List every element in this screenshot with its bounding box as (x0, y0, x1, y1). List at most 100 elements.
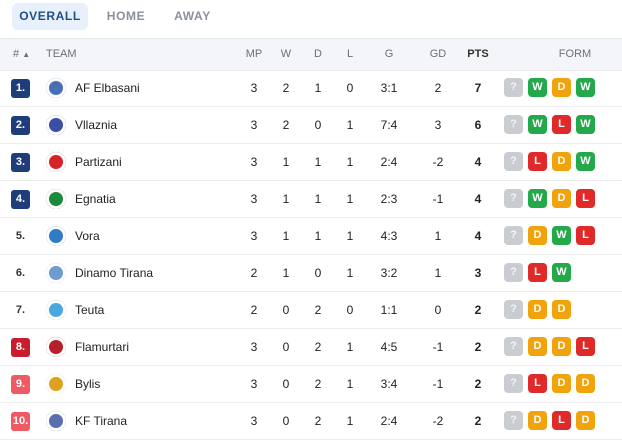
points: 2 (474, 414, 482, 428)
draws: 1 (314, 229, 322, 243)
next-match-icon[interactable]: ? (504, 263, 523, 282)
form-result[interactable]: L (576, 337, 595, 356)
form-result[interactable]: D (528, 300, 547, 319)
team-logo-icon (46, 152, 66, 172)
form-result[interactable]: D (552, 337, 571, 356)
goals: 3:1 (380, 81, 398, 95)
header-rank[interactable]: # ▲ (13, 39, 30, 70)
form-result[interactable]: D (528, 337, 547, 356)
form-result[interactable]: D (576, 374, 595, 393)
table-row[interactable]: 10. KF Tirana 3 0 2 1 2:4 -2 2? D L D (0, 403, 622, 440)
next-match-icon[interactable]: ? (504, 226, 523, 245)
draws: 2 (314, 340, 322, 354)
form-result[interactable]: L (528, 374, 547, 393)
table-row[interactable]: 3. Partizani 3 1 1 1 2:4 -2 4? L D W (0, 144, 622, 181)
form-result[interactable]: L (576, 189, 595, 208)
header-pts[interactable]: PTS (467, 48, 489, 60)
losses: 1 (346, 118, 354, 132)
tab-away[interactable]: AWAY (174, 9, 211, 23)
form-result[interactable]: D (552, 152, 571, 171)
form-result[interactable]: D (528, 411, 547, 430)
header-mp[interactable]: MP (245, 48, 263, 60)
team-logo-icon (46, 300, 66, 320)
next-match-icon[interactable]: ? (504, 374, 523, 393)
form-result[interactable]: D (552, 374, 571, 393)
table-row[interactable]: 2. Vllaznia 3 2 0 1 7:4 3 6? W L W (0, 107, 622, 144)
team-name[interactable]: Flamurtari (75, 340, 130, 354)
table-row[interactable]: 6. Dinamo Tirana 2 1 0 1 3:2 1 3? L W (0, 255, 622, 292)
form-result[interactable]: D (552, 300, 571, 319)
draws: 2 (314, 377, 322, 391)
tab-home[interactable]: HOME (106, 9, 146, 23)
header-l[interactable]: L (346, 48, 354, 60)
form-result[interactable]: L (552, 115, 571, 134)
team-name[interactable]: Vora (75, 229, 100, 243)
form-result[interactable]: W (576, 115, 595, 134)
team-name[interactable]: Bylis (75, 377, 101, 391)
next-match-icon[interactable]: ? (504, 189, 523, 208)
points: 4 (474, 192, 482, 206)
form-result[interactable]: L (576, 226, 595, 245)
team-name[interactable]: Dinamo Tirana (75, 266, 154, 280)
goals: 7:4 (380, 118, 398, 132)
next-match-icon[interactable]: ? (504, 115, 523, 134)
table-row[interactable]: 5. Vora 3 1 1 1 4:3 1 4? D W L (0, 218, 622, 255)
losses: 1 (346, 155, 354, 169)
next-match-icon[interactable]: ? (504, 78, 523, 97)
team-name[interactable]: Teuta (75, 303, 105, 317)
header-form: FORM (558, 48, 592, 60)
draws: 0 (314, 266, 322, 280)
form-result[interactable]: D (552, 189, 571, 208)
losses: 1 (346, 192, 354, 206)
points: 3 (474, 266, 482, 280)
next-match-icon[interactable]: ? (504, 411, 523, 430)
wins: 1 (282, 229, 290, 243)
form-result[interactable]: L (552, 411, 571, 430)
form-result[interactable]: W (552, 263, 571, 282)
header-g[interactable]: G (384, 48, 394, 60)
team-name[interactable]: Vllaznia (75, 118, 118, 132)
wins: 1 (282, 155, 290, 169)
header-team[interactable]: TEAM (46, 48, 77, 60)
form-result[interactable]: D (576, 411, 595, 430)
goal-difference: -1 (432, 340, 444, 354)
form-result[interactable]: D (528, 226, 547, 245)
team-name[interactable]: KF Tirana (75, 414, 128, 428)
wins: 2 (282, 118, 290, 132)
goals: 2:4 (380, 414, 398, 428)
points: 4 (474, 229, 482, 243)
header-gd[interactable]: GD (429, 48, 447, 60)
form-result[interactable]: W (552, 226, 571, 245)
header-w[interactable]: W (280, 48, 292, 60)
form-result[interactable]: W (528, 78, 547, 97)
team-name[interactable]: Egnatia (75, 192, 116, 206)
goal-difference: -2 (432, 414, 444, 428)
table-row[interactable]: 4. Egnatia 3 1 1 1 2:3 -1 4? W D L (0, 181, 622, 218)
table-row[interactable]: 8. Flamurtari 3 0 2 1 4:5 -1 2? D D L (0, 329, 622, 366)
team-name[interactable]: AF Elbasani (75, 81, 140, 95)
wins: 0 (282, 340, 290, 354)
form-result[interactable]: W (528, 115, 547, 134)
table-row[interactable]: 7. Teuta 2 0 2 0 1:1 0 2? D D (0, 292, 622, 329)
form-result[interactable]: W (576, 152, 595, 171)
table-row[interactable]: 9. Bylis 3 0 2 1 3:4 -1 2? L D D (0, 366, 622, 403)
points: 2 (474, 377, 482, 391)
goals: 3:2 (380, 266, 398, 280)
team-name[interactable]: Partizani (75, 155, 122, 169)
draws: 2 (314, 414, 322, 428)
tab-overall[interactable]: OVERALL (12, 3, 88, 30)
form-result[interactable]: D (552, 78, 571, 97)
next-match-icon[interactable]: ? (504, 300, 523, 319)
matches-played: 3 (250, 155, 258, 169)
next-match-icon[interactable]: ? (504, 152, 523, 171)
form-result[interactable]: L (528, 152, 547, 171)
form-result[interactable]: L (528, 263, 547, 282)
form-result[interactable]: W (576, 78, 595, 97)
table-row[interactable]: 1. AF Elbasani 3 2 1 0 3:1 2 7? W D W (0, 70, 622, 107)
header-d[interactable]: D (314, 48, 322, 60)
form-result[interactable]: W (528, 189, 547, 208)
goal-difference: 2 (434, 81, 442, 95)
goals: 1:1 (380, 303, 398, 317)
next-match-icon[interactable]: ? (504, 337, 523, 356)
points: 4 (474, 155, 482, 169)
